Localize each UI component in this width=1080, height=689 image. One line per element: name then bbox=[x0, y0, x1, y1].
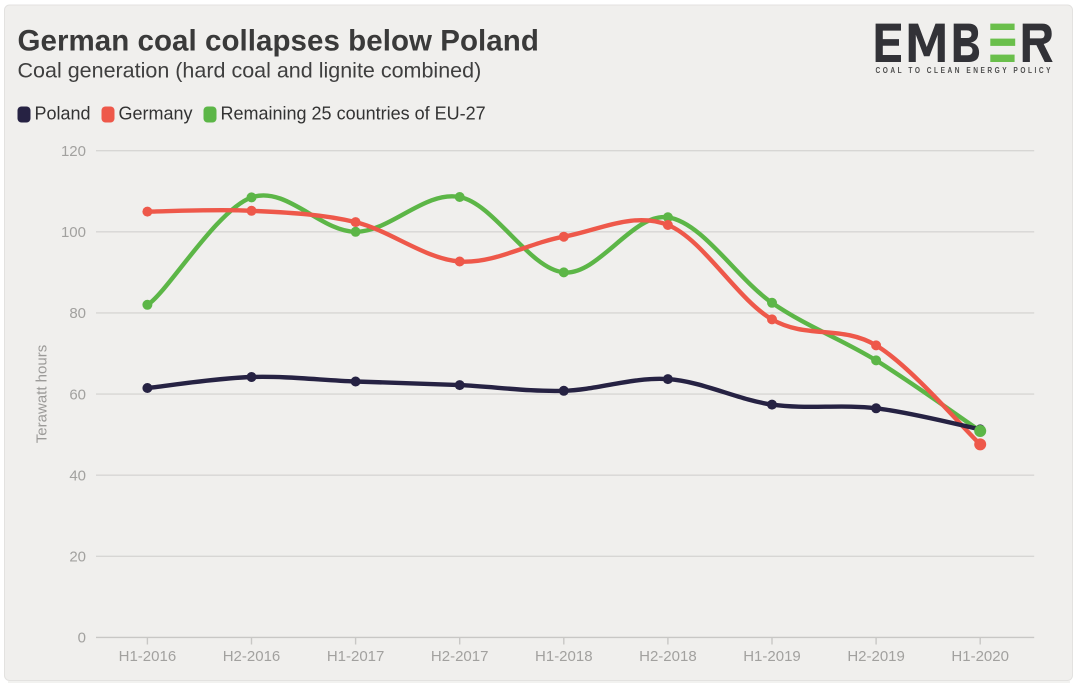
svg-text:Coal generation (hard coal and: Coal generation (hard coal and lignite c… bbox=[18, 59, 482, 83]
svg-text:H1-2018: H1-2018 bbox=[535, 648, 593, 665]
svg-text:80: 80 bbox=[69, 305, 86, 322]
svg-text:H2-2017: H2-2017 bbox=[431, 648, 489, 665]
svg-text:120: 120 bbox=[61, 143, 86, 160]
svg-text:H1-2020: H1-2020 bbox=[951, 648, 1009, 665]
svg-text:H2-2018: H2-2018 bbox=[639, 648, 697, 665]
svg-text:COAL TO CLEAN ENERGY POLICY: COAL TO CLEAN ENERGY POLICY bbox=[876, 66, 1054, 75]
svg-text:Remaining 25 countries of EU-2: Remaining 25 countries of EU-27 bbox=[221, 104, 486, 124]
svg-text:Terawatt hours: Terawatt hours bbox=[34, 345, 51, 443]
svg-text:100: 100 bbox=[61, 224, 86, 241]
svg-text:40: 40 bbox=[69, 467, 86, 484]
svg-text:H2-2019: H2-2019 bbox=[847, 648, 905, 665]
svg-text:Germany: Germany bbox=[119, 104, 193, 124]
svg-text:H1-2019: H1-2019 bbox=[743, 648, 801, 665]
svg-text:0: 0 bbox=[78, 630, 86, 647]
svg-text:Poland: Poland bbox=[35, 104, 91, 124]
svg-text:H1-2017: H1-2017 bbox=[327, 648, 385, 665]
svg-text:20: 20 bbox=[69, 549, 86, 566]
svg-text:60: 60 bbox=[69, 386, 86, 403]
svg-text:H2-2016: H2-2016 bbox=[223, 648, 281, 665]
svg-text:H1-2016: H1-2016 bbox=[119, 648, 177, 665]
svg-text:German coal collapses below Po: German coal collapses below Poland bbox=[18, 25, 539, 58]
